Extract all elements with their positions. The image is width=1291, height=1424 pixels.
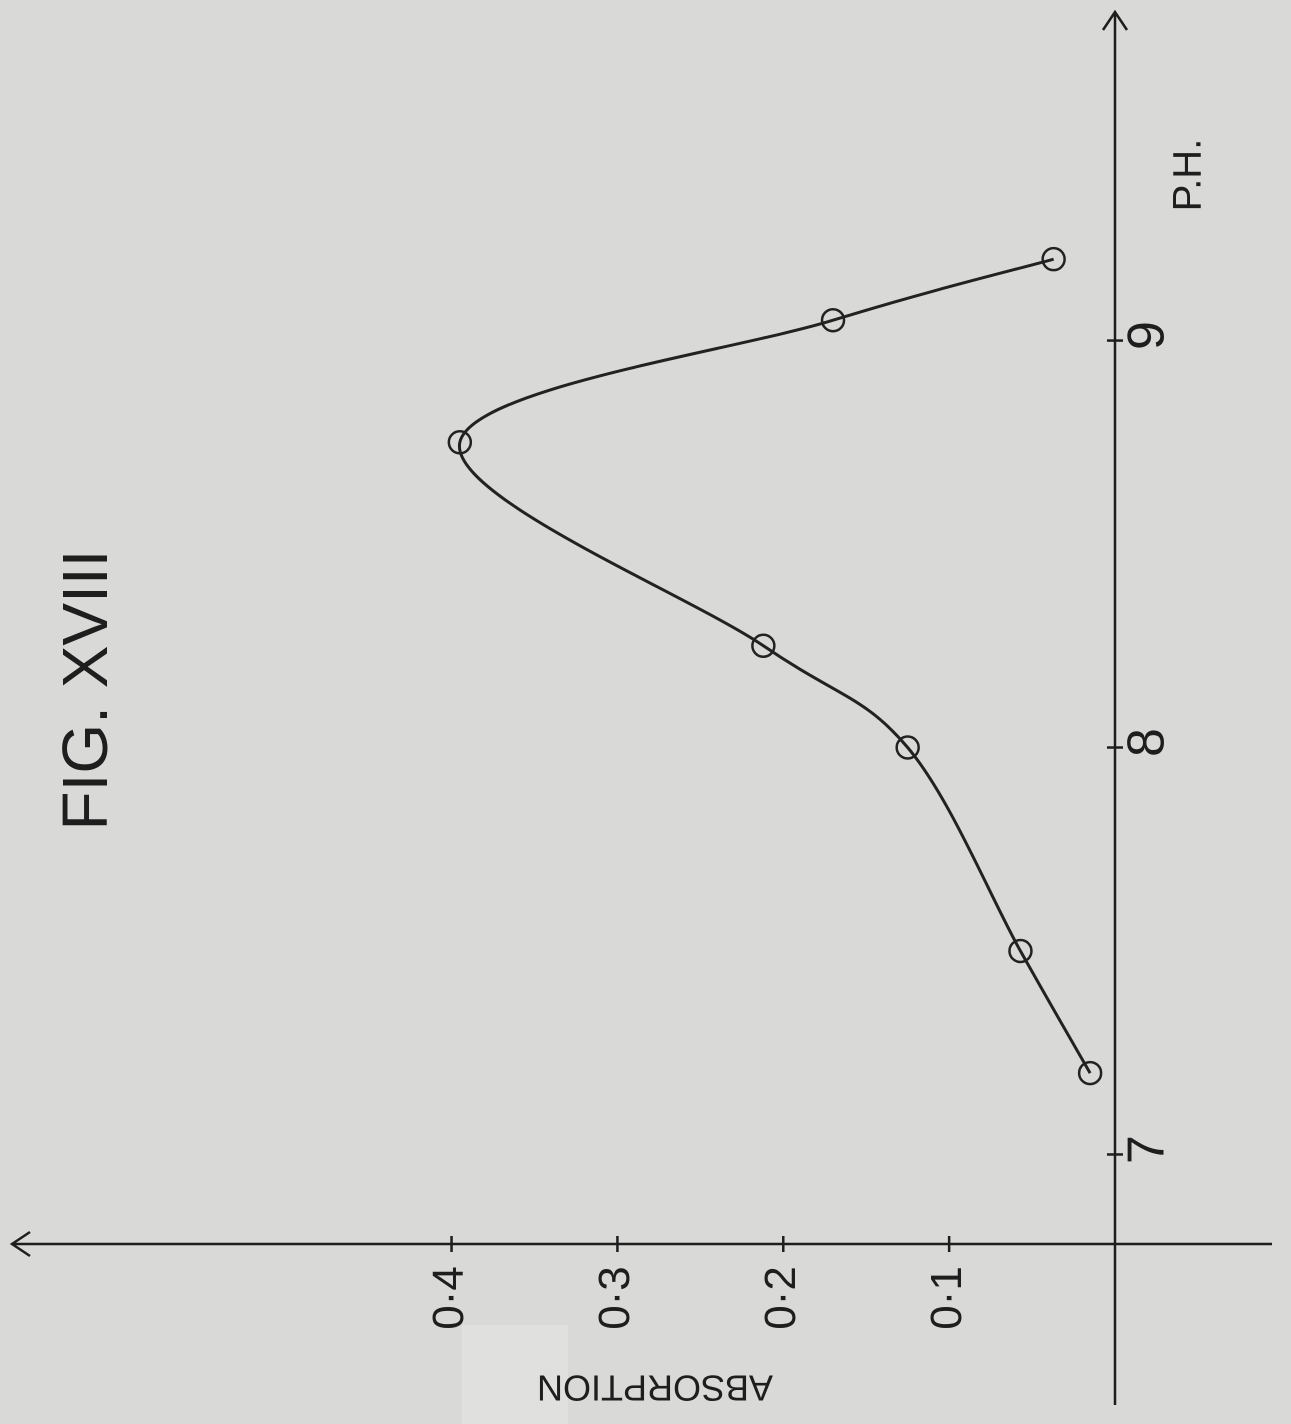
y-tick-label: 0·2 <box>756 1266 805 1330</box>
x-tick-label: 8 <box>1118 728 1176 757</box>
x-tick-label: 7 <box>1118 1135 1176 1164</box>
x-axis-label: P.H. <box>1166 139 1210 212</box>
y-tick-label: 0·1 <box>922 1266 971 1330</box>
chart-title: FIG. XVIII <box>49 550 121 831</box>
data-line <box>459 259 1090 1073</box>
x-tick-label: 9 <box>1118 321 1176 350</box>
y-tick-label: 0·4 <box>424 1266 473 1330</box>
chart: FIG. XVIII P.H. ABSORPTION 7 8 9 0·1 0·2 0·3 0… <box>0 0 1291 1424</box>
y-tick-label: 0·3 <box>590 1266 639 1330</box>
y-axis-label: ABSORPTION <box>537 1367 773 1408</box>
